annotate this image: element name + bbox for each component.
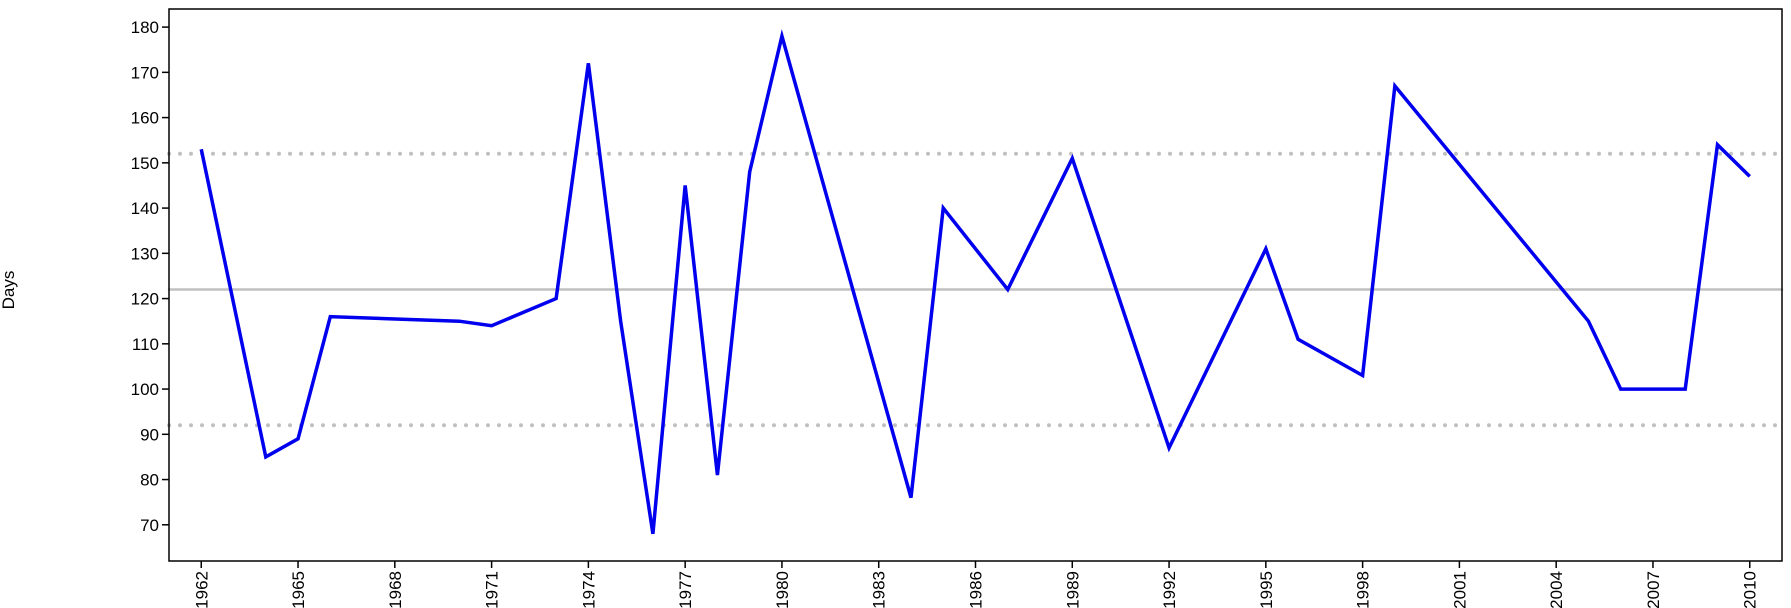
data-line [199,29,1751,535]
plot-frame [168,8,1783,562]
y-tick-label: 80 [140,471,159,490]
x-tick-label: 1992 [1160,571,1179,608]
y-tick-label: 120 [131,290,159,309]
x-tick-label: 1962 [192,571,211,608]
x-tick-label: 1986 [967,571,986,608]
x-tick-label: 2010 [1741,571,1760,608]
x-tick-label: 1971 [483,571,502,608]
y-axis-label: Days [0,271,18,310]
x-tick-label: 1995 [1257,571,1276,608]
y-tick-label: 70 [140,516,159,535]
x-tick-label: 1968 [386,571,405,608]
y-tick-label: 90 [140,425,159,444]
x-tick-label: 1998 [1354,571,1373,608]
x-tick-label: 1977 [676,571,695,608]
x-tick-label: 1980 [773,571,792,608]
y-tick-label: 180 [131,18,159,37]
y-tick-label: 140 [131,199,159,218]
y-tick-label: 110 [132,335,159,354]
x-tick-label: 2001 [1450,571,1469,608]
y-tick-label: 160 [131,109,159,128]
x-tick-label: 2004 [1547,571,1566,608]
x-tick-label: 1974 [579,571,598,608]
y-tick-label: 130 [131,244,159,263]
y-tick-label: 170 [131,63,159,82]
y-tick-label: 100 [131,380,159,399]
x-tick-label: 2007 [1644,571,1663,608]
y-tick-label: 150 [131,154,159,173]
x-tick-label: 1965 [289,571,308,608]
x-tick-label: 1983 [870,571,889,608]
x-tick-label: 1989 [1063,571,1082,608]
